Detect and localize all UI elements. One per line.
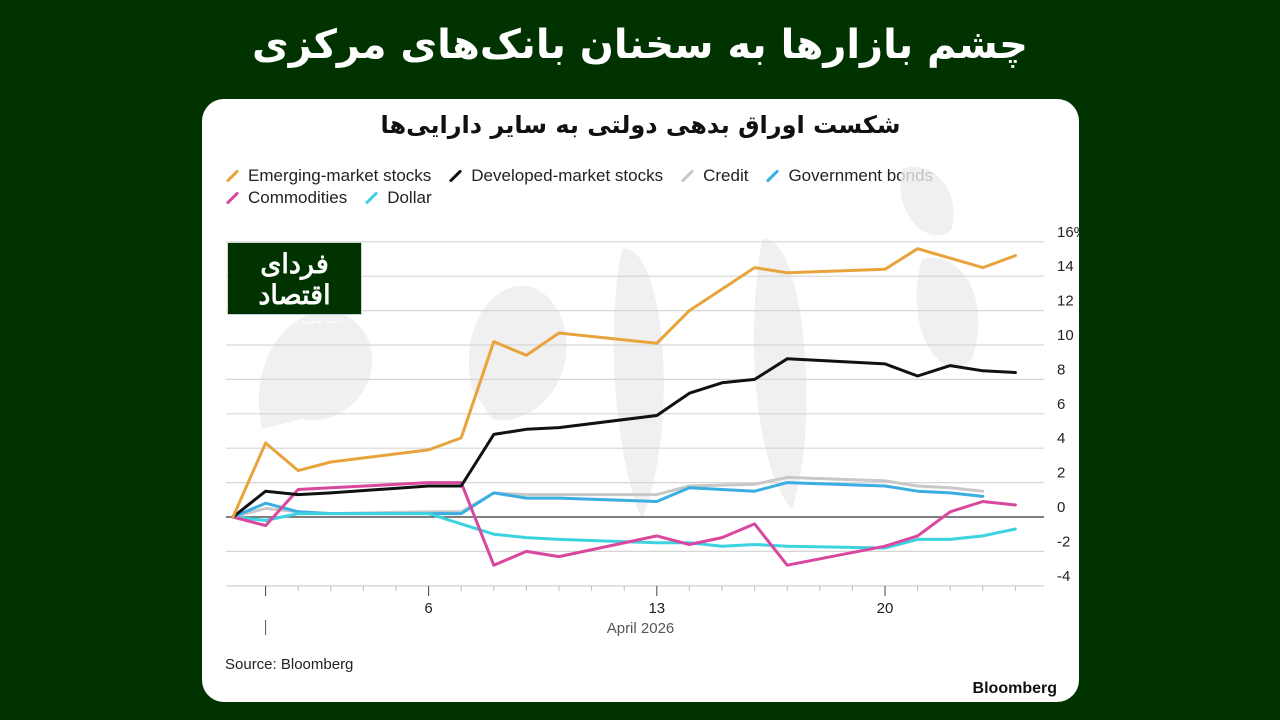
svg-text:14: 14: [1057, 258, 1074, 275]
legend-label: Developed-market stocks: [471, 166, 664, 185]
x-axis: 6 13 20 April 2026: [265, 586, 1016, 637]
svg-text:6: 6: [424, 600, 432, 617]
y-axis: 16% 14 12 10 8 6 4 2 0 -2 -4: [1057, 224, 1079, 585]
series-line-commodities: [231, 481, 1017, 567]
series-lines: [231, 247, 1017, 567]
svg-text:-4: -4: [1057, 568, 1070, 585]
svg-text:6: 6: [1057, 396, 1065, 413]
svg-text:12: 12: [1057, 293, 1074, 310]
legend-item-dollar: Dollar: [365, 188, 431, 208]
legend-label: Government bonds: [788, 166, 934, 185]
bloomberg-brand: Bloomberg: [972, 680, 1057, 697]
legend-row-1: Emerging-market stocks Developed-market …: [226, 165, 1066, 187]
series-line-credit: [231, 475, 985, 519]
legend-row-2: Commodities Dollar: [226, 187, 1066, 209]
headline: چشم بازارها به سخنان بانک‌های مرکزی: [252, 22, 1028, 68]
watermark: [258, 166, 979, 519]
chart-title: شکست اوراق بدهی دولتی به سایر دارایی‌ها: [380, 111, 901, 139]
source-note: Source: Bloomberg: [225, 656, 354, 673]
legend-label: Emerging-market stocks: [248, 166, 432, 185]
logo-subtext: رسانه تصویری روندهای اقتصادی: [236, 314, 353, 325]
logo-text: فردای اقتصاد: [258, 249, 331, 311]
legend-item-credit: Credit: [681, 166, 748, 186]
svg-text:10: 10: [1057, 327, 1074, 344]
svg-text:April 2026: April 2026: [607, 620, 675, 637]
svg-text:8: 8: [1057, 361, 1065, 378]
legend-item-government-bonds: Government bonds: [766, 166, 933, 186]
chart-card: شکست اوراق بدهی دولتی به سایر دارایی‌ها …: [202, 99, 1079, 702]
svg-text:4: 4: [1057, 430, 1065, 447]
legend-label: Credit: [703, 166, 749, 185]
series-line-emerging-market-stocks: [231, 247, 1017, 519]
svg-text:-2: -2: [1057, 533, 1070, 550]
legend-label: Dollar: [387, 188, 432, 207]
svg-text:20: 20: [877, 600, 894, 617]
legend-item-developed: Developed-market stocks: [449, 166, 663, 186]
chart-legend: Emerging-market stocks Developed-market …: [226, 165, 1066, 209]
svg-text:2: 2: [1057, 465, 1065, 482]
series-line-developed-market-stocks: [231, 357, 1017, 519]
grid-lines: [226, 241, 1044, 587]
svg-text:13: 13: [648, 600, 665, 617]
legend-item-emerging: Emerging-market stocks: [226, 166, 431, 186]
series-line-dollar: [231, 512, 1017, 550]
svg-text:16%: 16%: [1057, 224, 1079, 241]
svg-text:0: 0: [1057, 499, 1065, 516]
legend-label: Commodities: [248, 188, 348, 207]
legend-item-commodities: Commodities: [226, 188, 347, 208]
fardaye-eghtesad-logo: فردای اقتصاد رسانه تصویری روندهای اقتصاد…: [227, 242, 362, 325]
